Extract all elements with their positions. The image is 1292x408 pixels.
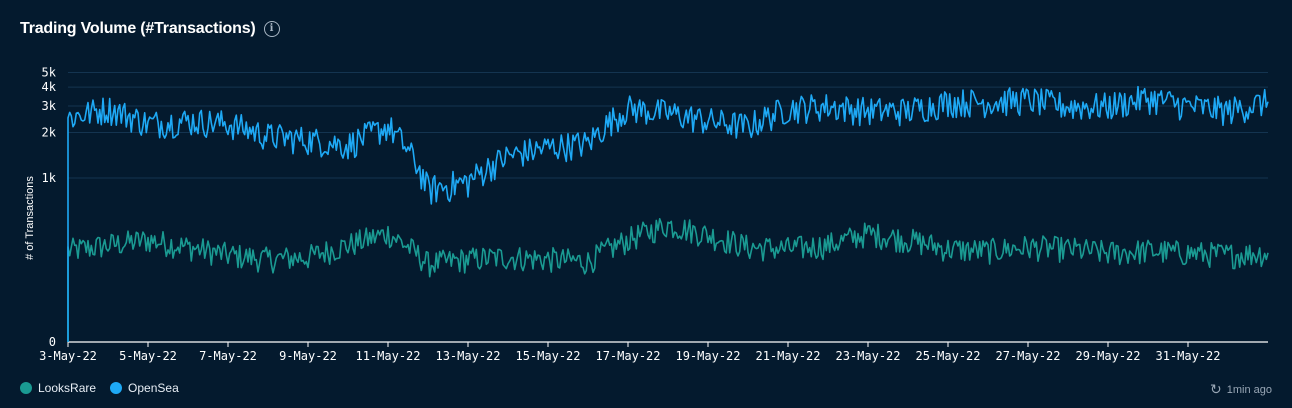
chart-header: Trading Volume (#Transactions) i — [20, 17, 280, 41]
chart-series — [67, 85, 1269, 342]
x-tick-label: 31-May-22 — [1155, 349, 1220, 363]
x-tick-label: 29-May-22 — [1075, 349, 1140, 363]
series-line-opensea — [67, 85, 1269, 342]
x-tick-label: 13-May-22 — [435, 349, 500, 363]
x-tick-label: 19-May-22 — [675, 349, 740, 363]
legend-swatch-looksrare — [20, 382, 32, 394]
x-tick-label: 9-May-22 — [279, 349, 337, 363]
chart-footer: LooksRare OpenSea ↻ 1min ago — [0, 380, 1292, 400]
x-tick-label: 3-May-22 — [39, 349, 97, 363]
x-tick-label: 11-May-22 — [355, 349, 420, 363]
chart-title: Trading Volume (#Transactions) — [20, 20, 256, 37]
legend-swatch-opensea — [110, 382, 123, 394]
x-tick-label: 27-May-22 — [995, 349, 1060, 363]
x-tick-label: 7-May-22 — [199, 349, 257, 363]
info-icon[interactable]: i — [263, 21, 280, 37]
refresh-icon[interactable]: ↻ — [1210, 382, 1222, 398]
legend-item-opensea[interactable]: OpenSea — [110, 381, 179, 395]
y-tick-label: 1k — [42, 171, 57, 185]
last-updated-text: 1min ago — [1226, 384, 1272, 396]
last-updated: ↻ 1min ago — [1210, 383, 1272, 397]
y-tick-label: 5k — [42, 65, 57, 79]
y-tick-label: 4k — [42, 80, 57, 94]
x-tick-label: 5-May-22 — [119, 349, 177, 363]
x-tick-label: 23-May-22 — [835, 349, 900, 363]
x-tick-label: 15-May-22 — [515, 349, 580, 363]
x-axis-ticks: 3-May-22 5-May-22 7-May-22 9-May-22 11-May-2… — [39, 342, 1221, 363]
y-tick-label: 3k — [42, 99, 57, 113]
chart-grid — [68, 71, 1268, 343]
x-tick-label: 17-May-22 — [595, 349, 660, 363]
legend-label-looksrare: LooksRare — [38, 381, 97, 395]
x-tick-label: 25-May-22 — [915, 349, 980, 363]
legend-label-opensea: OpenSea — [128, 381, 179, 395]
legend-item-looksrare[interactable]: LooksRare — [20, 381, 96, 395]
series-line-looksrare — [67, 218, 1269, 342]
legend: LooksRare OpenSea — [20, 381, 179, 395]
y-axis-label: # of Transactions — [24, 176, 36, 260]
y-tick-label: 0 — [49, 335, 56, 349]
y-tick-label: 2k — [42, 126, 57, 140]
x-tick-label: 21-May-22 — [755, 349, 820, 363]
